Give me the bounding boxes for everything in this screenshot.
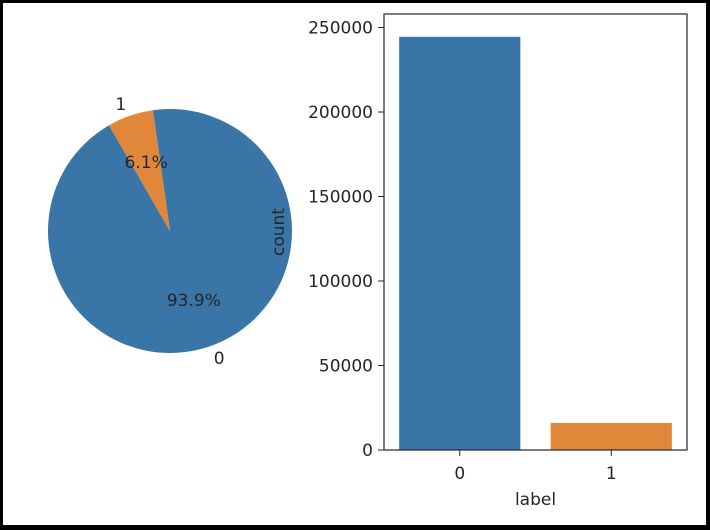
x-axis-label: label — [515, 490, 556, 510]
pie-slice-0 — [47, 109, 292, 354]
y-tick-label: 150000 — [308, 188, 373, 208]
pie-label-1: 1 — [115, 95, 126, 115]
pie-label-0: 0 — [214, 349, 225, 369]
y-tick-label: 100000 — [308, 272, 373, 292]
y-tick-label: 50000 — [319, 357, 373, 377]
pie-slice-1 — [109, 110, 170, 231]
y-tick-label: 200000 — [308, 103, 373, 123]
y-axis-label: count — [269, 208, 289, 256]
bar-1 — [550, 422, 672, 450]
figure: 0 93.9% 1 6.1% 0 1 0 50000 100000 150000 200000 250… — [3, 3, 706, 525]
bar-0 — [399, 36, 521, 450]
chart-canvas: 0 93.9% 1 6.1% 0 1 0 50000 100000 150000 200000 250… — [47, 13, 688, 510]
y-tick-label: 0 — [362, 441, 373, 461]
bar-axes-frame — [383, 13, 688, 451]
pie-pct-label-0: 93.9% — [167, 291, 221, 311]
y-tick-label: 250000 — [308, 19, 373, 39]
pie-pct-label-1: 6.1% — [125, 153, 168, 173]
x-tick-label: 1 — [606, 464, 617, 484]
x-tick-label: 0 — [454, 464, 465, 484]
